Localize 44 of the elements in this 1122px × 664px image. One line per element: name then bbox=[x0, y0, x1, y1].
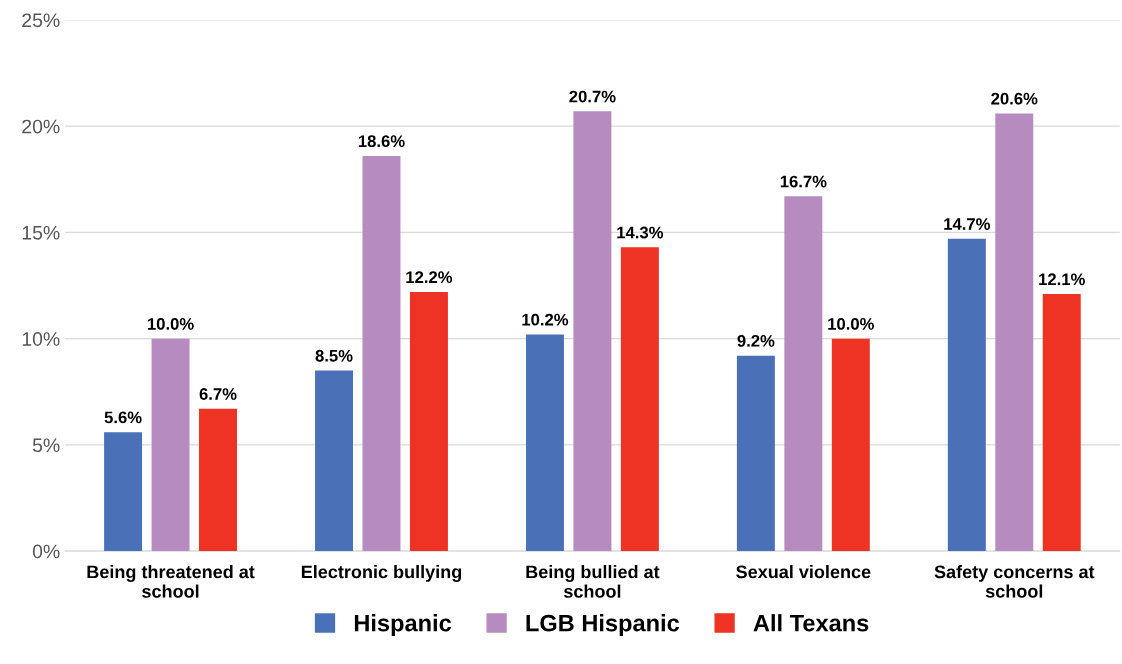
x-tick-label: Sexual violence bbox=[736, 565, 871, 579]
y-tick-label: 5% bbox=[32, 438, 60, 453]
bar bbox=[573, 111, 612, 552]
y-tick-label: 25% bbox=[22, 13, 60, 28]
legend-label: LGB Hispanic bbox=[526, 614, 680, 637]
data-label: 18.6% bbox=[358, 135, 405, 148]
data-label: 6.7% bbox=[199, 388, 237, 400]
data-label: 10.0% bbox=[828, 317, 874, 330]
data-label: 16.7% bbox=[780, 175, 827, 188]
x-tick-label: Being bullied at school bbox=[526, 565, 660, 598]
bar bbox=[362, 155, 401, 552]
bar bbox=[947, 238, 986, 552]
bar bbox=[1042, 294, 1081, 552]
data-label: 10.2% bbox=[522, 313, 569, 326]
data-label: 14.7% bbox=[944, 218, 991, 230]
x-tick-label: Safety concerns at school bbox=[934, 565, 1095, 598]
bar bbox=[199, 408, 237, 552]
data-label: 12.1% bbox=[1039, 273, 1085, 286]
bar bbox=[995, 113, 1034, 552]
data-label: 8.5% bbox=[315, 349, 353, 362]
x-tick-label: Being threatened at school bbox=[87, 565, 255, 598]
data-label: 9.2% bbox=[737, 334, 775, 347]
data-label: 10.0% bbox=[147, 317, 194, 330]
bar bbox=[831, 338, 870, 552]
bar bbox=[315, 370, 353, 552]
y-tick-label: 0% bbox=[32, 544, 60, 559]
data-label: 20.7% bbox=[569, 90, 616, 103]
data-label: 12.2% bbox=[406, 271, 453, 284]
bar bbox=[525, 334, 564, 552]
y-tick-label: 20% bbox=[22, 119, 60, 134]
bar bbox=[151, 338, 190, 552]
bar bbox=[784, 196, 823, 552]
data-label: 20.6% bbox=[991, 92, 1038, 105]
data-label: 14.3% bbox=[617, 226, 664, 239]
data-label: 5.6% bbox=[104, 411, 142, 424]
bar bbox=[736, 355, 775, 552]
y-tick-label: 15% bbox=[22, 225, 60, 240]
legend-label: All Texans bbox=[753, 614, 869, 632]
bar bbox=[620, 247, 659, 552]
legend-label: Hispanic bbox=[354, 614, 452, 637]
bar bbox=[409, 291, 448, 552]
x-tick-label: Electronic bullying bbox=[301, 565, 462, 582]
bar bbox=[104, 432, 143, 552]
y-tick-label: 10% bbox=[22, 332, 60, 346]
